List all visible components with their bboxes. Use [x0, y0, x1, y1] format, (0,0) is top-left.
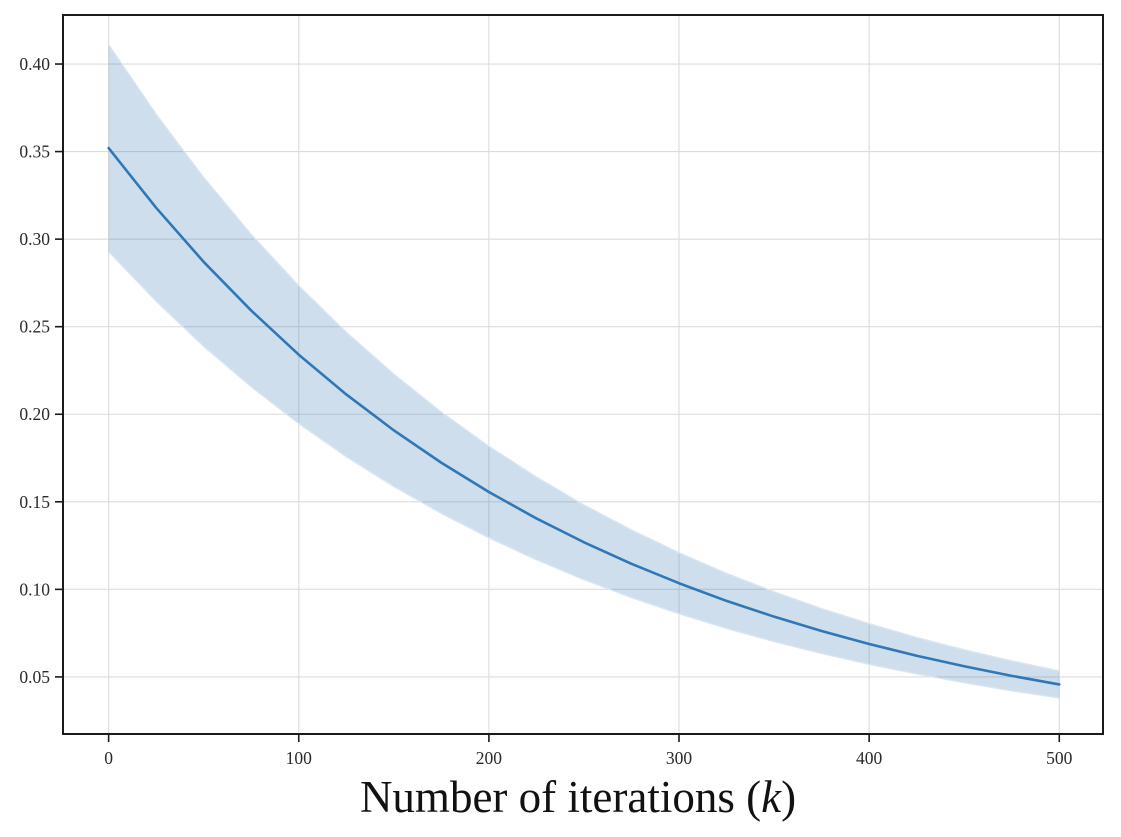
x-tick-label: 500: [1046, 748, 1073, 768]
x-tick-label: 200: [476, 748, 503, 768]
plot-frame: [62, 14, 1104, 735]
x-axis-label-variable: k: [761, 772, 782, 822]
y-tick-label: 0.05: [19, 667, 50, 687]
x-axis-label-suffix: ): [781, 772, 796, 822]
tick-marks: [55, 63, 1061, 742]
y-tick-label: 0.40: [19, 54, 50, 74]
gridlines: [63, 15, 1103, 734]
x-axis-label: Number of iterations (k): [360, 772, 796, 822]
y-tick-label: 0.30: [19, 229, 50, 249]
y-tick-label: 0.20: [19, 404, 50, 424]
x-axis-label-prefix: Number of iterations (: [360, 772, 761, 822]
tick-labels: 0 100 200 300 400 500 0.05 0.10 0.15 0.20 0.25 0.30…: [19, 54, 1072, 768]
mean-line: [107, 146, 1061, 686]
y-tick-label: 0.15: [19, 492, 50, 512]
y-tick-label: 0.35: [19, 142, 50, 162]
x-tick-label: 400: [856, 748, 883, 768]
confidence-band: [108, 44, 1060, 698]
confidence-band-layer: [108, 44, 1060, 699]
x-tick-label: 100: [286, 748, 313, 768]
band-upper-edge: [108, 44, 1060, 672]
x-tick-label: 0: [104, 748, 113, 768]
x-tick-label: 300: [666, 748, 693, 768]
series-layer: [107, 146, 1061, 686]
y-tick-label: 0.25: [19, 317, 50, 337]
y-tick-label: 0.10: [19, 579, 50, 599]
band-lower-edge: [108, 251, 1060, 699]
